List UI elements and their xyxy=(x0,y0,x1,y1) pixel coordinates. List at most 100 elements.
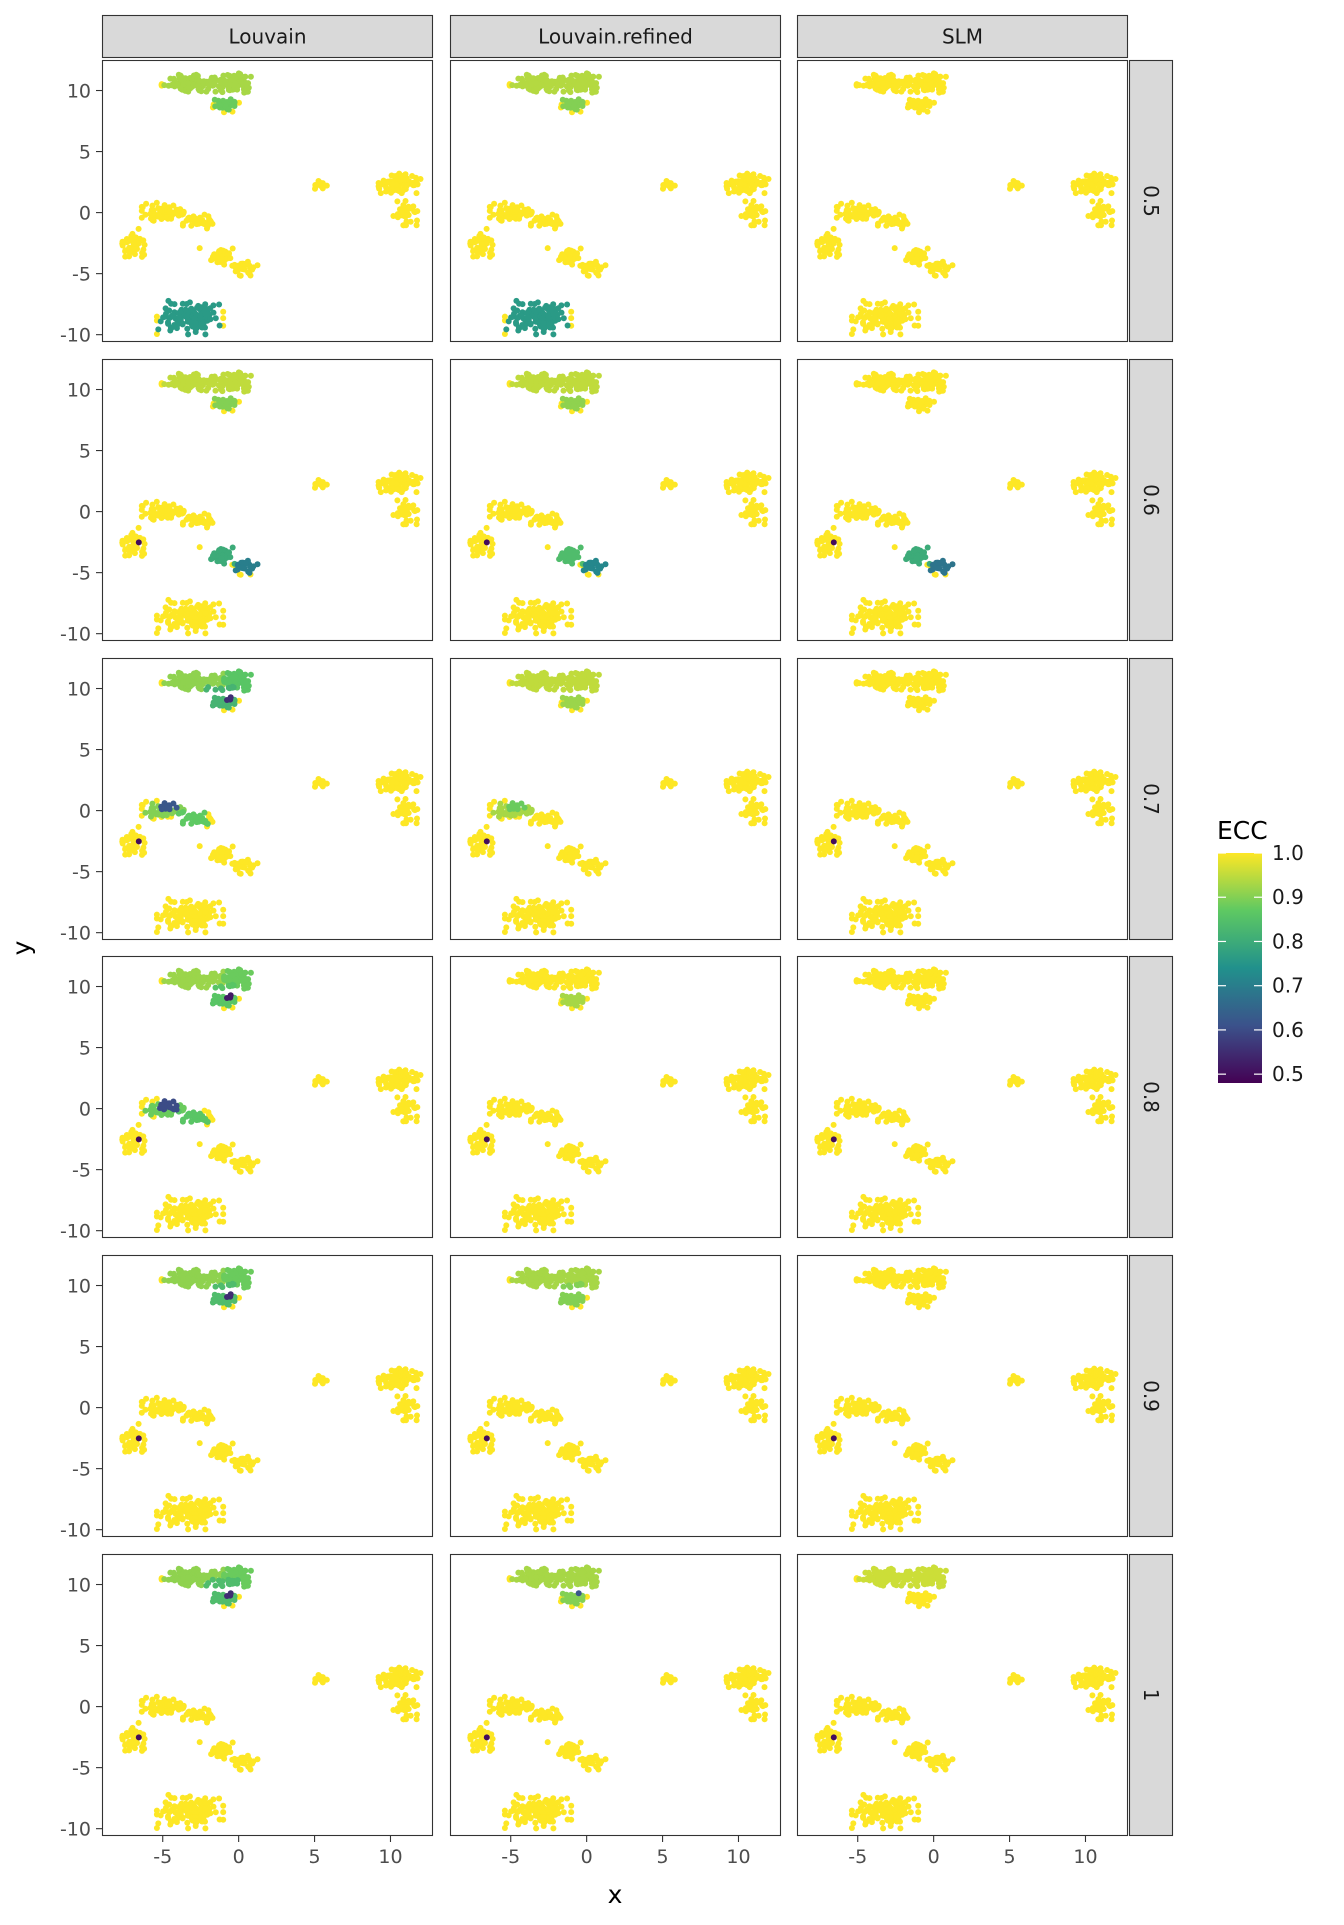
data-point xyxy=(879,616,886,623)
data-point xyxy=(590,73,597,80)
data-point xyxy=(1108,190,1115,197)
data-point xyxy=(587,565,594,572)
data-point xyxy=(907,387,914,394)
data-point xyxy=(897,610,904,617)
data-point xyxy=(761,190,768,197)
data-point xyxy=(897,630,904,637)
data-point xyxy=(821,249,828,256)
data-point xyxy=(891,245,898,252)
data-point xyxy=(170,75,177,82)
data-point xyxy=(119,537,126,544)
data-point xyxy=(254,860,261,867)
data-point xyxy=(739,472,746,479)
data-point xyxy=(1105,502,1112,509)
data-point xyxy=(555,816,562,823)
data-point xyxy=(871,314,878,321)
data-point xyxy=(937,560,944,566)
data-point xyxy=(216,301,223,308)
data-point xyxy=(179,300,186,307)
data-point xyxy=(1089,510,1096,517)
data-point xyxy=(497,516,504,523)
data-point xyxy=(183,815,190,822)
data-point xyxy=(761,222,768,229)
data-point xyxy=(389,778,396,785)
data-point xyxy=(887,628,894,634)
data-point xyxy=(398,785,405,792)
data-point xyxy=(1089,497,1096,504)
data-point xyxy=(153,331,160,337)
data-point xyxy=(848,630,855,636)
data-point xyxy=(887,215,893,222)
data-point xyxy=(930,70,937,77)
data-point xyxy=(583,70,590,77)
data-point xyxy=(156,511,162,518)
data-point xyxy=(155,326,162,333)
data-point xyxy=(560,614,567,621)
data-point xyxy=(1083,189,1089,196)
data-point xyxy=(403,182,410,189)
data-point xyxy=(523,370,530,377)
data-point xyxy=(564,77,571,84)
data-point xyxy=(860,596,867,603)
data-point xyxy=(216,248,223,255)
data-point xyxy=(1108,521,1115,528)
data-point xyxy=(920,549,927,556)
data-point xyxy=(200,917,207,924)
data-point xyxy=(513,596,520,603)
data-point xyxy=(467,238,474,245)
data-point xyxy=(522,81,529,88)
data-point xyxy=(184,923,191,930)
data-point xyxy=(210,851,216,858)
data-point xyxy=(550,610,557,617)
data-point xyxy=(210,253,216,260)
data-point xyxy=(532,624,539,631)
data-point xyxy=(871,613,878,620)
data-point xyxy=(130,839,137,845)
data-point xyxy=(391,771,398,778)
data-point xyxy=(519,621,526,627)
panel-background xyxy=(102,359,433,641)
data-point xyxy=(936,388,943,395)
data-point xyxy=(860,297,867,304)
data-point xyxy=(585,571,592,578)
data-point xyxy=(912,386,919,393)
data-point xyxy=(165,895,172,902)
data-point xyxy=(579,397,586,404)
data-point xyxy=(166,806,173,813)
data-point xyxy=(409,472,416,478)
data-point xyxy=(235,70,242,77)
data-point xyxy=(748,501,755,508)
data-point xyxy=(201,809,208,816)
data-point xyxy=(212,315,219,322)
data-point xyxy=(848,313,855,320)
data-point xyxy=(585,870,592,877)
data-point xyxy=(486,513,493,520)
data-point xyxy=(413,190,420,197)
data-point xyxy=(410,801,417,808)
data-point xyxy=(737,479,744,486)
data-point xyxy=(564,846,571,853)
data-point xyxy=(589,388,596,395)
data-point xyxy=(380,179,387,186)
data-point xyxy=(540,609,547,616)
data-point xyxy=(225,549,232,556)
data-point xyxy=(227,694,234,701)
data-point xyxy=(234,385,241,392)
panel-louvain-refined-0-7 xyxy=(449,657,782,941)
data-point xyxy=(216,77,223,84)
data-point xyxy=(391,472,398,479)
data-point xyxy=(885,72,892,79)
data-point xyxy=(595,73,602,80)
data-point xyxy=(531,217,538,224)
data-point xyxy=(937,379,944,386)
data-point xyxy=(196,77,203,84)
data-point xyxy=(1093,486,1100,493)
data-point xyxy=(185,379,191,386)
data-point xyxy=(915,315,922,322)
data-point xyxy=(532,325,539,332)
data-point xyxy=(821,548,828,555)
data-point xyxy=(491,200,498,207)
data-point xyxy=(225,848,232,855)
data-point xyxy=(165,596,172,603)
data-point xyxy=(879,624,886,631)
